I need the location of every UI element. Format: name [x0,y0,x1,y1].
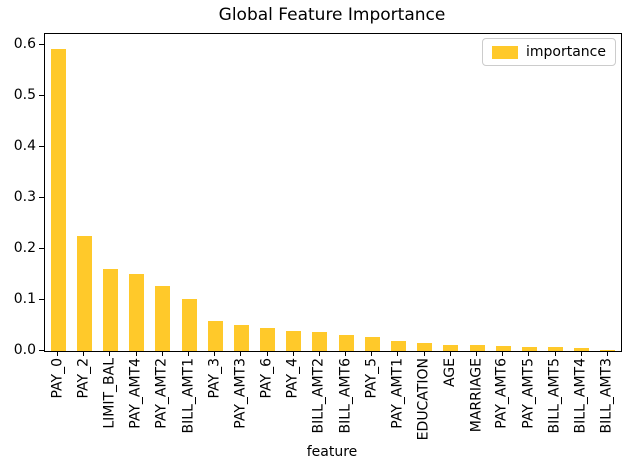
x-tick-label-text: PAY_AMT5 [520,358,537,429]
bar-PAY_AMT3 [233,325,249,351]
y-tick-mark [39,298,44,300]
bar-PAY_AMT1 [390,341,406,351]
bar-PAY_2 [76,236,92,351]
x-tick-mark [371,352,373,356]
bar-LIMIT_BAL [102,269,118,351]
x-tick-mark [57,352,59,356]
x-tick-label-text: AGE [441,358,458,388]
bar-BILL_AMT4 [574,348,590,351]
x-tick-mark [318,352,320,356]
x-tick-mark [528,352,530,356]
x-tick-mark [83,352,85,356]
x-tick-label-text: PAY_AMT4 [127,358,144,429]
y-tick-mark [39,94,44,96]
bar-BILL_AMT6 [338,335,354,351]
x-tick-mark [266,352,268,356]
y-tick-mark [39,196,44,198]
legend: importance [482,38,616,66]
x-tick-mark [188,352,189,356]
y-tick-label-0.6: 0.6 [13,36,36,53]
x-tick-label-text: PAY_AMT3 [232,358,249,429]
x-tick-mark [449,352,451,356]
y-tick-mark [39,145,44,147]
bar-PAY_6 [260,328,276,351]
x-tick-mark [502,352,504,356]
x-tick-mark [345,352,347,356]
chart-title: Global Feature Importance [218,5,446,25]
bar-PAY_5 [364,337,380,351]
x-tick-label-text: PAY_0 [49,358,66,399]
bar-PAY_AMT6 [495,346,511,351]
x-tick-label-text: MARRIAGE [468,358,484,433]
legend-swatch-importance [492,45,518,59]
legend-label: importance [526,44,606,60]
y-tick-label-0.0: 0.0 [13,342,36,358]
x-tick-label-text: PAY_5 [363,358,380,399]
bar-EDUCATION [417,343,433,351]
y-tick-label-0.4: 0.4 [13,138,36,155]
x-tick-label-text: PAY_AMT2 [153,358,170,429]
x-tick-label-text: PAY_4 [284,358,301,399]
y-tick-label-0.1: 0.1 [13,291,36,308]
bar-PAY_4 [286,331,302,351]
y-tick-mark [39,247,44,249]
bar-BILL_AMT1 [181,299,197,351]
bar-MARRIAGE [469,345,485,351]
x-tick-label-text: PAY_2 [75,358,92,399]
bar-PAY_AMT5 [521,347,537,351]
y-tick-label-0.3: 0.3 [13,189,36,206]
bar-PAY_AMT2 [155,286,171,351]
x-tick-label-text: PAY_6 [258,358,275,399]
x-tick-mark [423,352,425,356]
x-tick-mark [161,352,163,356]
x-axis-title: feature [306,444,358,460]
x-tick-label-text: PAY_AMT6 [494,358,511,429]
x-tick-mark [292,352,294,356]
x-tick-mark [580,352,582,356]
y-tick-mark [39,43,44,45]
x-tick-mark [135,352,137,356]
y-tick-label-0.5: 0.5 [13,87,36,104]
x-tick-label-text: BILL_AMT4 [572,358,589,434]
plot-area: importance [44,33,622,352]
x-tick-mark [606,352,608,356]
x-tick-label-text: PAY_3 [206,358,223,399]
bar-BILL_AMT5 [548,347,564,351]
x-tick-mark [554,352,556,356]
x-tick-mark [476,352,477,356]
y-tick-mark [39,349,44,351]
bar-PAY_0 [50,49,66,351]
bar-PAY_AMT4 [129,274,145,351]
x-tick-label-text: BILL_AMT3 [598,358,615,434]
bar-AGE [443,345,459,351]
bar-BILL_AMT3 [600,350,616,351]
bar-PAY_3 [207,321,223,351]
x-tick-mark [109,352,111,356]
y-tick-label-0.2: 0.2 [13,240,36,257]
x-tick-label-text: BILL_AMT6 [337,358,354,434]
x-tick-label-text: EDUCATION [415,358,432,441]
x-tick-mark [240,352,242,356]
x-tick-mark [397,352,399,356]
x-tick-label-text: BILL_AMT5 [546,358,563,434]
x-tick-label-text: LIMIT_BAL [101,358,118,429]
x-tick-mark [214,352,216,356]
x-tick-label-text: BILL_AMT2 [310,358,327,434]
x-tick-label-text: PAY_AMT1 [389,358,406,429]
bar-BILL_AMT2 [312,332,328,351]
x-tick-label-text: BILL_AMT1 [180,358,196,434]
